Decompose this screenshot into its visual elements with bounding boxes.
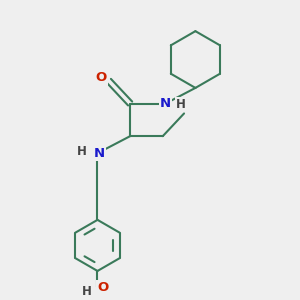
Text: H: H: [176, 98, 186, 111]
Text: O: O: [97, 281, 108, 295]
Text: H: H: [82, 285, 92, 298]
Text: O: O: [95, 71, 106, 85]
Text: H: H: [77, 145, 87, 158]
Text: N: N: [160, 97, 171, 110]
Text: N: N: [93, 147, 104, 160]
